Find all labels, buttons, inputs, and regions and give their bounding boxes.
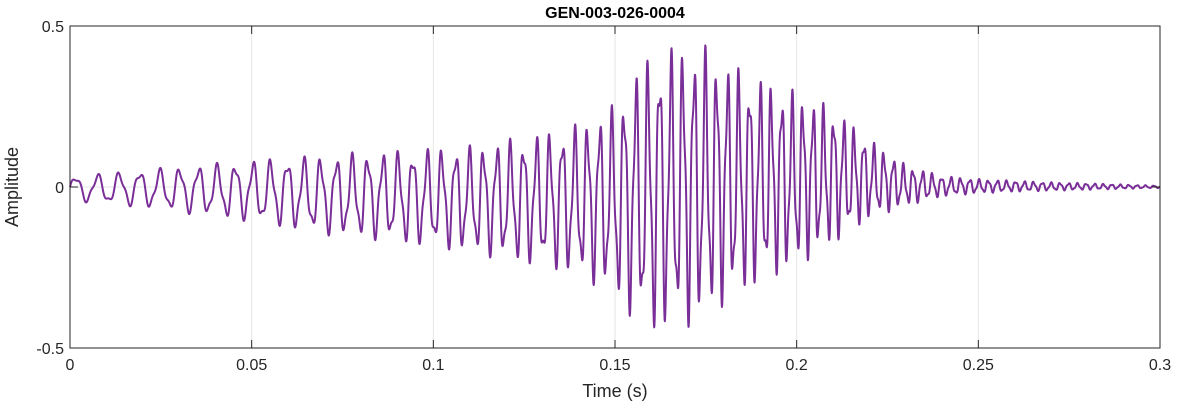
x-tick-label: 0.05 bbox=[236, 357, 267, 374]
chart-title: GEN-003-026-0004 bbox=[545, 5, 685, 22]
x-axis-label: Time (s) bbox=[582, 381, 647, 401]
x-tick-label: 0.2 bbox=[786, 357, 808, 374]
series-layer bbox=[69, 44, 1161, 329]
x-tick-label: 0.15 bbox=[599, 357, 630, 374]
y-tick-label: -0.5 bbox=[36, 341, 64, 358]
x-tick-label: 0 bbox=[66, 357, 75, 374]
y-tick-label: 0.5 bbox=[42, 19, 64, 36]
waveform-series-line bbox=[69, 44, 1161, 329]
x-tick-label: 0.1 bbox=[422, 357, 444, 374]
axis-ticks: 0 0.05 0.1 0.15 0.2 0.25 0.3-0.500.5 bbox=[36, 19, 1171, 374]
y-axis-label: Amplitude bbox=[2, 147, 22, 227]
x-tick-label: 0.25 bbox=[963, 357, 994, 374]
y-tick-label: 0 bbox=[55, 180, 64, 197]
x-tick-label: 0.3 bbox=[1149, 357, 1171, 374]
